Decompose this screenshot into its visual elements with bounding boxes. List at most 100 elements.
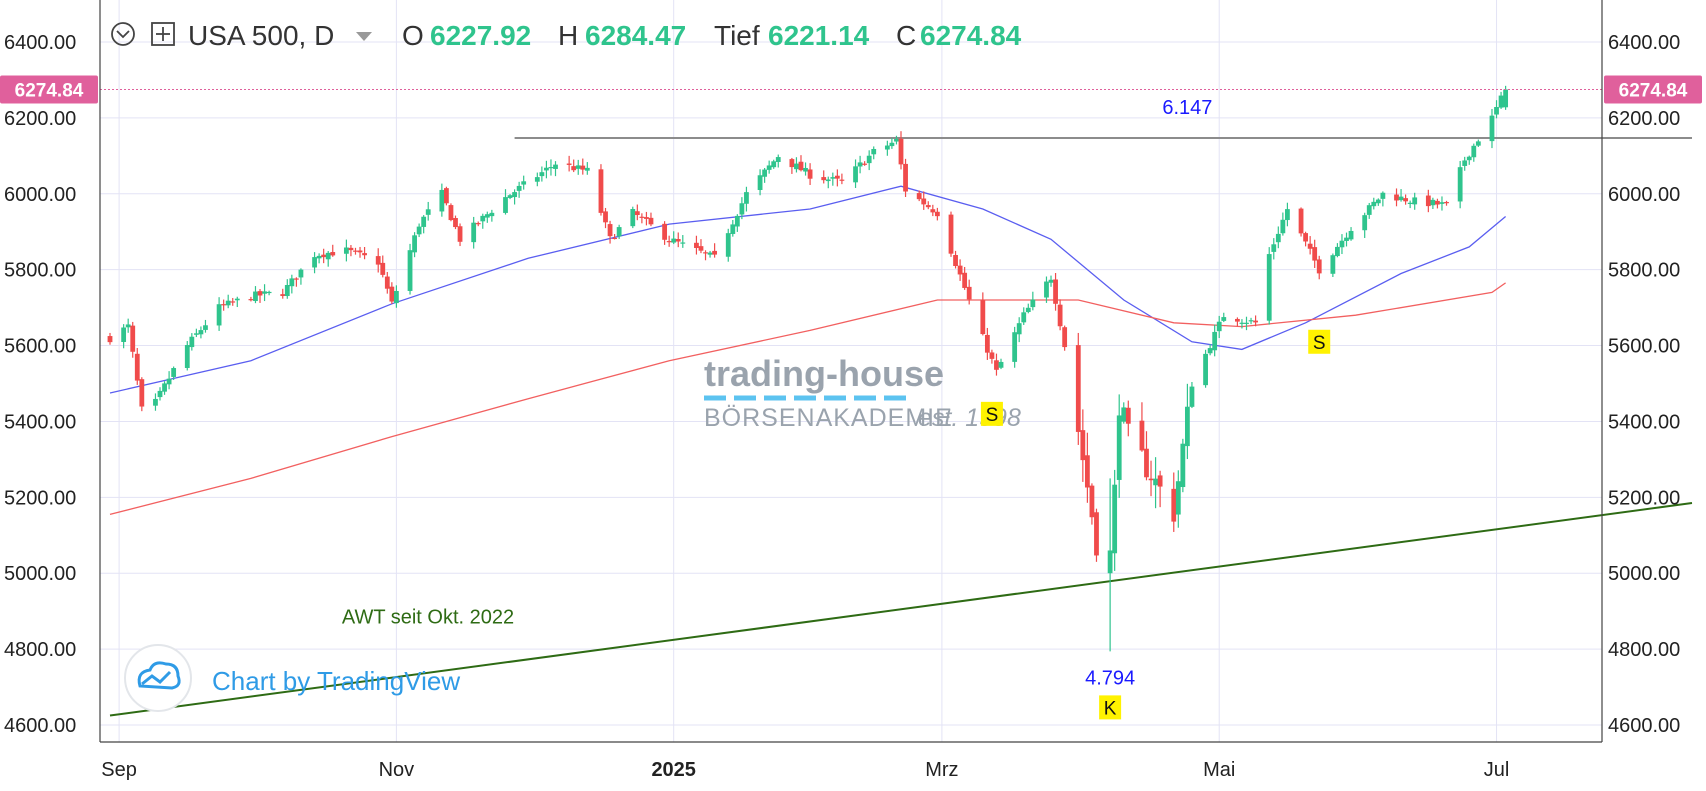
candle-body xyxy=(234,298,240,301)
y-tick-label-right: 5600.00 xyxy=(1608,336,1680,358)
close-label: C xyxy=(896,20,916,51)
candle-body xyxy=(389,286,395,302)
candle-body xyxy=(948,214,954,254)
candle-body xyxy=(439,189,445,212)
candle-body xyxy=(1403,198,1409,202)
candle-body xyxy=(734,215,740,227)
candle-body xyxy=(1012,332,1018,362)
moving-averages xyxy=(109,185,1507,516)
candle-body xyxy=(616,227,622,237)
symbol-title[interactable]: USA 500, D xyxy=(188,20,334,51)
tradingview-credit[interactable]: Chart by TradingView xyxy=(212,666,460,696)
price-tag-left: 6274.84 xyxy=(0,75,98,104)
candle-body xyxy=(1498,95,1504,108)
y-tick-label-left: 4600.00 xyxy=(4,715,76,737)
candle-body xyxy=(1239,322,1245,324)
high-value: 6284.47 xyxy=(585,20,686,51)
marker-letter: K xyxy=(1104,698,1117,719)
candle-body xyxy=(1244,322,1249,324)
candle-body xyxy=(1494,107,1499,115)
trendline[interactable] xyxy=(109,502,1693,717)
candle-body xyxy=(775,157,781,163)
candle-body xyxy=(448,205,454,221)
y-tick-label-left: 6400.00 xyxy=(4,32,76,54)
candle-body xyxy=(921,198,927,205)
candle-body xyxy=(762,169,768,177)
candle-body xyxy=(262,291,267,294)
candle-body xyxy=(544,167,549,171)
candle-body xyxy=(571,166,577,171)
candle-body xyxy=(221,304,227,306)
candle-body xyxy=(1094,512,1099,556)
candle-body xyxy=(857,162,863,167)
add-symbol-icon[interactable] xyxy=(151,22,175,46)
candle-body xyxy=(1435,200,1440,205)
x-tick-label: Nov xyxy=(379,759,415,781)
candle-body xyxy=(1425,195,1431,207)
y-tick-label-right: 5400.00 xyxy=(1608,411,1680,433)
candles xyxy=(107,85,1509,652)
candle-body xyxy=(771,161,777,168)
candle-body xyxy=(1153,478,1158,486)
x-tick-label: Mai xyxy=(1203,759,1235,781)
candle-body xyxy=(698,246,704,251)
candle-body xyxy=(1489,115,1495,142)
price-tag-right-box xyxy=(1604,75,1702,104)
candle-body xyxy=(189,336,195,348)
chevron-down-icon[interactable] xyxy=(356,32,372,41)
candle-body xyxy=(521,181,527,185)
candle-body xyxy=(1189,386,1195,407)
candle-body xyxy=(739,203,745,215)
candle-body xyxy=(712,250,718,255)
candle-body xyxy=(1216,321,1222,332)
candle-body xyxy=(1344,237,1349,241)
candle-body xyxy=(1062,327,1068,348)
y-tick-label-left: 6200.00 xyxy=(4,108,76,130)
candle-body xyxy=(162,383,167,392)
candle-body xyxy=(1212,331,1218,351)
candle-body xyxy=(316,255,322,259)
candle-body xyxy=(1171,488,1177,522)
candle-body xyxy=(257,291,263,296)
candle-body xyxy=(680,242,686,244)
watermark-title: trading-house xyxy=(704,353,944,394)
candle-body xyxy=(1044,281,1049,298)
candle-body xyxy=(1398,196,1404,201)
candle-body xyxy=(966,286,972,300)
candle-body xyxy=(444,188,449,204)
candle-body xyxy=(989,352,995,359)
marker-letter: S xyxy=(1313,333,1326,354)
candle-body xyxy=(1371,201,1377,207)
candle-body xyxy=(312,257,317,268)
candle-body xyxy=(862,163,868,165)
candle-body xyxy=(425,209,431,215)
candle-body xyxy=(471,222,477,243)
collapse-icon[interactable] xyxy=(111,22,135,46)
candle-body xyxy=(1121,407,1127,422)
candle-body xyxy=(898,138,904,165)
candle-body xyxy=(1203,353,1208,386)
candle-body xyxy=(298,269,304,278)
price-tag-left-box xyxy=(0,75,98,104)
y-tick-label-left: 5200.00 xyxy=(4,487,76,509)
y-tick-label-left: 6000.00 xyxy=(4,184,76,206)
candle-body xyxy=(1266,254,1272,321)
watermark: trading-house BÖRSENAKADEMIE est. 1998 xyxy=(704,353,1021,432)
chart-zigzag-icon xyxy=(141,670,172,686)
candle-body xyxy=(1089,485,1095,518)
candle-body xyxy=(1330,255,1336,274)
candle-body xyxy=(884,145,890,150)
candle-body xyxy=(666,241,672,243)
candle-body xyxy=(516,185,522,191)
time-axis[interactable]: Sep Nov 2025 Mrz Mai Jul xyxy=(101,759,1509,781)
candle-body xyxy=(648,217,654,225)
price-axis[interactable]: 6400.00 6400.00 6200.00 6200.00 6000.00 6000.… xyxy=(4,32,1680,737)
candle-body xyxy=(1285,209,1290,221)
candle-body xyxy=(1116,415,1122,480)
candle-body xyxy=(1139,420,1145,451)
candle-body xyxy=(1462,160,1468,166)
low-value: 6221.14 xyxy=(768,20,870,51)
tradingview-badge[interactable]: Chart by TradingView xyxy=(124,644,460,712)
candle-body xyxy=(266,291,272,294)
